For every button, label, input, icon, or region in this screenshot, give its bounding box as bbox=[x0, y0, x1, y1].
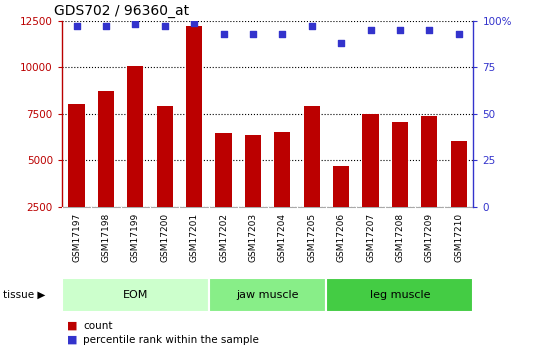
Text: ■: ■ bbox=[67, 321, 78, 331]
Bar bbox=[216, 134, 232, 254]
Bar bbox=[209, 278, 327, 312]
Bar bbox=[451, 141, 467, 254]
Bar bbox=[303, 106, 320, 254]
Text: GSM17203: GSM17203 bbox=[249, 213, 258, 262]
Point bbox=[455, 31, 463, 37]
Point bbox=[395, 27, 404, 33]
Text: GSM17201: GSM17201 bbox=[190, 213, 199, 262]
Bar bbox=[245, 135, 261, 254]
Bar bbox=[62, 278, 209, 312]
Text: GSM17209: GSM17209 bbox=[425, 213, 434, 262]
Text: GSM17210: GSM17210 bbox=[454, 213, 463, 262]
Bar bbox=[98, 91, 114, 254]
Text: GSM17204: GSM17204 bbox=[278, 213, 287, 262]
Text: ■: ■ bbox=[67, 335, 78, 345]
Point bbox=[160, 23, 169, 29]
Bar bbox=[274, 132, 291, 254]
Text: GSM17202: GSM17202 bbox=[219, 213, 228, 262]
Text: tissue ▶: tissue ▶ bbox=[3, 290, 45, 300]
Point bbox=[425, 27, 434, 33]
Text: GSM17197: GSM17197 bbox=[72, 213, 81, 262]
Point bbox=[278, 31, 287, 37]
Text: GSM17208: GSM17208 bbox=[395, 213, 405, 262]
Text: GSM17200: GSM17200 bbox=[160, 213, 169, 262]
Text: count: count bbox=[83, 321, 113, 331]
Text: GDS702 / 96360_at: GDS702 / 96360_at bbox=[54, 4, 189, 18]
Bar bbox=[363, 114, 379, 254]
Point bbox=[249, 31, 257, 37]
Bar bbox=[128, 66, 144, 254]
Text: EOM: EOM bbox=[123, 290, 148, 300]
Text: GSM17207: GSM17207 bbox=[366, 213, 375, 262]
Bar bbox=[333, 166, 349, 254]
Point bbox=[131, 22, 140, 27]
Text: GSM17206: GSM17206 bbox=[337, 213, 345, 262]
Bar bbox=[421, 116, 437, 254]
Text: GSM17205: GSM17205 bbox=[307, 213, 316, 262]
Bar bbox=[327, 278, 473, 312]
Point bbox=[102, 23, 110, 29]
Point bbox=[190, 20, 199, 25]
Point bbox=[307, 23, 316, 29]
Text: GSM17198: GSM17198 bbox=[102, 213, 110, 262]
Bar bbox=[186, 26, 202, 254]
Text: percentile rank within the sample: percentile rank within the sample bbox=[83, 335, 259, 345]
Point bbox=[72, 23, 81, 29]
Text: GSM17199: GSM17199 bbox=[131, 213, 140, 262]
Text: jaw muscle: jaw muscle bbox=[236, 290, 299, 300]
Point bbox=[366, 27, 375, 33]
Point bbox=[337, 40, 345, 46]
Bar bbox=[392, 122, 408, 254]
Bar bbox=[157, 106, 173, 254]
Bar bbox=[68, 104, 84, 254]
Text: leg muscle: leg muscle bbox=[370, 290, 430, 300]
Point bbox=[220, 31, 228, 37]
